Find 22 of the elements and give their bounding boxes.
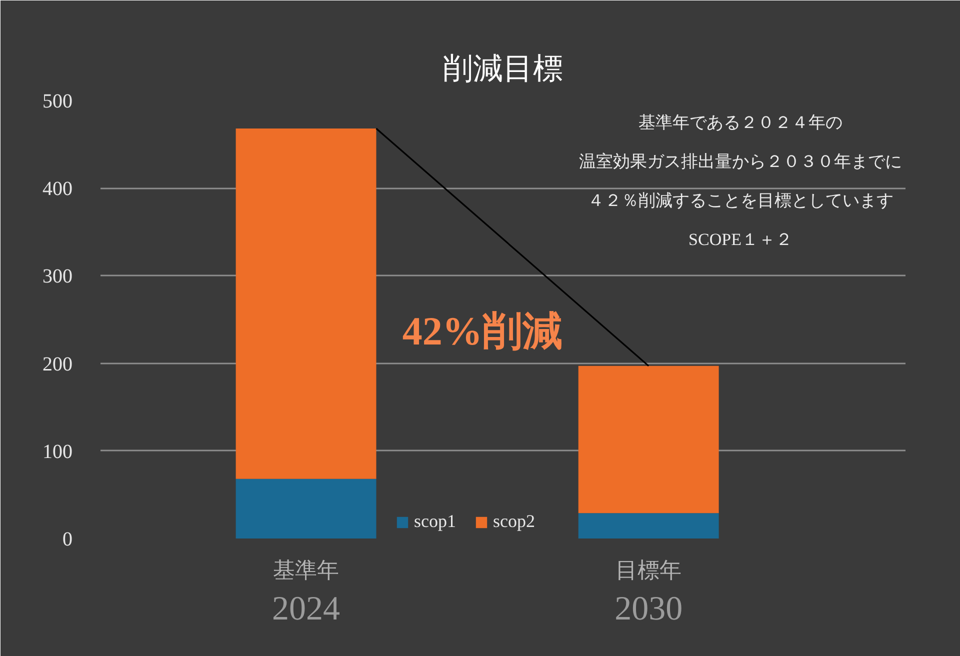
y-tick-label: 500 [42, 90, 72, 112]
text: 2030 [614, 590, 683, 628]
annotation: ４２％削減することを目標としています [588, 191, 894, 210]
annotation: SCOPE１＋２ [688, 230, 792, 249]
chart-title: 削減目標 [443, 52, 563, 86]
x-tick-label: 目標年 [616, 558, 682, 584]
bar [578, 366, 719, 514]
annotation: 42%削減 [402, 308, 562, 354]
y-tick-label: 200 [42, 353, 72, 376]
annotation: 基準年である２０２４年の [638, 113, 842, 132]
text: 2024 [272, 590, 340, 628]
y-tick-label: 0 [62, 528, 72, 550]
x-tick-label: 基準年 [273, 558, 340, 584]
bar [578, 513, 719, 538]
annotation: 温室効果ガス排出量から２０３０年までに [579, 152, 902, 171]
y-tick-label: 100 [42, 440, 72, 463]
y-tick-label: 300 [42, 266, 72, 288]
y-tick-label: 400 [42, 178, 72, 200]
bar [236, 478, 376, 538]
bar [236, 128, 376, 479]
legend-label: scop2 [493, 511, 535, 532]
legend-label: scop1 [414, 511, 456, 532]
